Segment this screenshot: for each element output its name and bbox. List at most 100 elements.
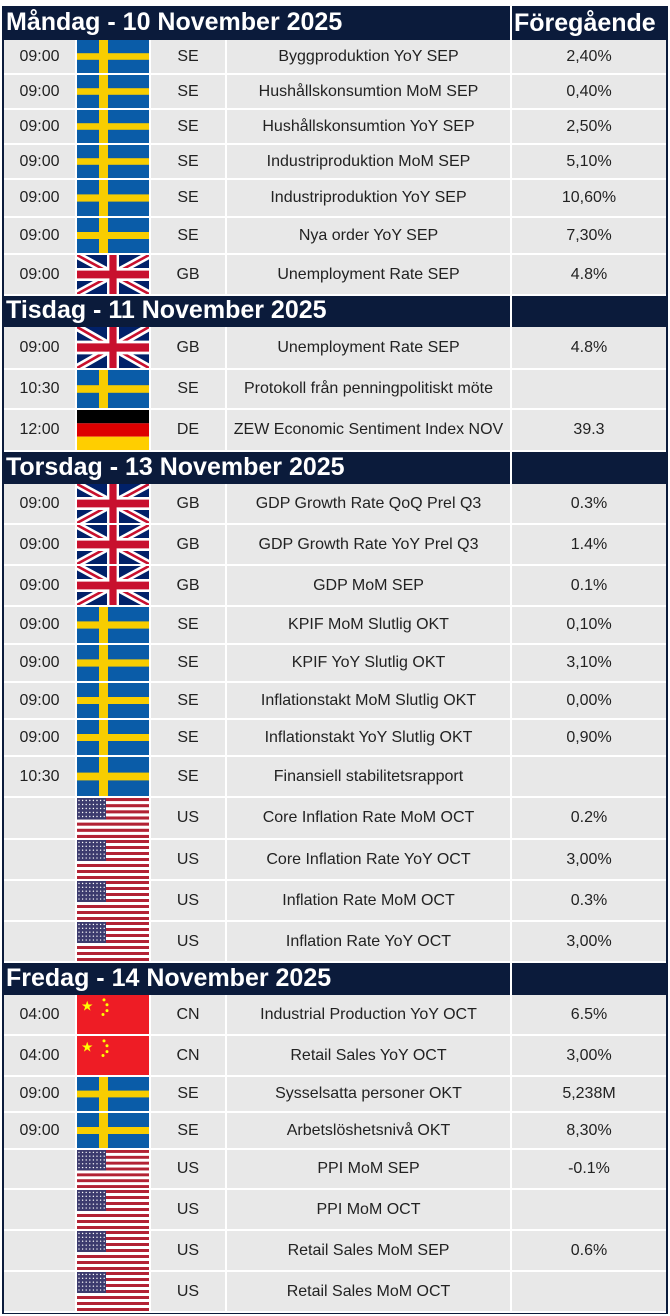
event-row[interactable]: 09:00 SE Arbetslöshetsnivå OKT 8,30% xyxy=(4,1113,666,1150)
se-flag-icon xyxy=(77,1113,149,1148)
previous-value: 4.8% xyxy=(512,255,666,294)
event-row[interactable]: US Retail Sales MoM SEP 0.6% xyxy=(4,1231,666,1272)
event-time: 09:00 xyxy=(4,1113,75,1148)
event-name: Finansiell stabilitetsrapport xyxy=(227,757,510,796)
event-row[interactable]: 10:30 SE Finansiell stabilitetsrapport xyxy=(4,757,666,798)
event-row[interactable]: 12:00 DE ZEW Economic Sentiment Index NO… xyxy=(4,410,666,452)
event-name: Unemployment Rate SEP xyxy=(227,327,510,368)
event-row[interactable]: 04:00 ★ CN Industrial Production YoY OCT… xyxy=(4,995,666,1036)
country-code: SE xyxy=(151,145,225,178)
event-row[interactable]: US Core Inflation Rate YoY OCT 3,00% xyxy=(4,840,666,881)
cn-flag-icon: ★ xyxy=(77,995,149,1034)
header-divider xyxy=(510,452,512,484)
event-row[interactable]: 10:30 SE Protokoll från penningpolitiskt… xyxy=(4,370,666,410)
event-row[interactable]: 09:00 GB GDP Growth Rate QoQ Prel Q3 0.3… xyxy=(4,484,666,525)
event-time xyxy=(4,1190,75,1229)
event-time: 09:00 xyxy=(4,484,75,523)
se-flag-icon xyxy=(77,607,149,643)
se-flag-icon xyxy=(77,145,149,178)
gb-flag-icon xyxy=(77,484,149,523)
event-row[interactable]: 09:00 GB Unemployment Rate SEP 4.8% xyxy=(4,255,666,296)
event-row[interactable]: US PPI MoM SEP -0.1% xyxy=(4,1150,666,1190)
event-row[interactable]: 09:00 SE Sysselsatta personer OKT 5,238M xyxy=(4,1077,666,1113)
event-name: Retail Sales YoY OCT xyxy=(227,1036,510,1075)
country-code: SE xyxy=(151,683,225,718)
event-row[interactable]: 09:00 SE Nya order YoY SEP 7,30% xyxy=(4,218,666,255)
event-time: 09:00 xyxy=(4,218,75,253)
event-time: 10:30 xyxy=(4,757,75,796)
event-row[interactable]: 04:00 ★ CN Retail Sales YoY OCT 3,00% xyxy=(4,1036,666,1077)
event-name: Inflationstakt MoM Slutlig OKT xyxy=(227,683,510,718)
event-row[interactable]: 09:00 SE KPIF YoY Slutlig OKT 3,10% xyxy=(4,645,666,683)
event-row[interactable]: 09:00 GB Unemployment Rate SEP 4.8% xyxy=(4,327,666,370)
se-flag-icon xyxy=(77,40,149,73)
event-row[interactable]: 09:00 GB GDP Growth Rate YoY Prel Q3 1.4… xyxy=(4,525,666,566)
previous-value: 0.1% xyxy=(512,566,666,605)
event-row[interactable]: 09:00 SE Inflationstakt YoY Slutlig OKT … xyxy=(4,720,666,757)
event-row[interactable]: 09:00 SE Industriproduktion YoY SEP 10,6… xyxy=(4,180,666,218)
event-name: Industrial Production YoY OCT xyxy=(227,995,510,1034)
previous-value: 3,00% xyxy=(512,1036,666,1075)
country-code: US xyxy=(151,922,225,961)
event-time: 09:00 xyxy=(4,40,75,73)
us-flag-icon xyxy=(77,1231,149,1270)
country-code: SE xyxy=(151,40,225,73)
event-time xyxy=(4,1150,75,1188)
event-row[interactable]: 09:00 GB GDP MoM SEP 0.1% xyxy=(4,566,666,607)
country-code: GB xyxy=(151,484,225,523)
header-divider xyxy=(510,963,512,995)
gb-flag-icon xyxy=(77,566,149,605)
event-row[interactable]: US Retail Sales MoM OCT xyxy=(4,1272,666,1313)
day-title: Tisdag - 11 November 2025 xyxy=(4,296,510,325)
event-row[interactable]: US Inflation Rate MoM OCT 0.3% xyxy=(4,881,666,922)
event-name: Nya order YoY SEP xyxy=(227,218,510,253)
us-flag-icon xyxy=(77,1272,149,1311)
event-name: Hushållskonsumtion YoY SEP xyxy=(227,110,510,143)
event-row[interactable]: US PPI MoM OCT xyxy=(4,1190,666,1231)
event-row[interactable]: 09:00 SE Byggproduktion YoY SEP 2,40% xyxy=(4,40,666,75)
event-time: 09:00 xyxy=(4,566,75,605)
previous-value xyxy=(512,757,666,796)
country-code: US xyxy=(151,1150,225,1188)
country-code: SE xyxy=(151,75,225,108)
country-code: SE xyxy=(151,1113,225,1148)
previous-value xyxy=(512,1272,666,1311)
event-time: 09:00 xyxy=(4,645,75,681)
previous-value: 5,10% xyxy=(512,145,666,178)
event-row[interactable]: 09:00 SE Industriproduktion MoM SEP 5,10… xyxy=(4,145,666,180)
country-code: GB xyxy=(151,255,225,294)
event-row[interactable]: 09:00 SE Hushållskonsumtion MoM SEP 0,40… xyxy=(4,75,666,110)
header-divider xyxy=(510,296,512,327)
event-time xyxy=(4,798,75,838)
event-name: KPIF MoM Slutlig OKT xyxy=(227,607,510,643)
se-flag-icon xyxy=(77,218,149,253)
country-code: US xyxy=(151,1272,225,1311)
previous-value: 7,30% xyxy=(512,218,666,253)
previous-value: 0.2% xyxy=(512,798,666,838)
event-name: Arbetslöshetsnivå OKT xyxy=(227,1113,510,1148)
country-code: US xyxy=(151,840,225,879)
country-code: SE xyxy=(151,757,225,796)
day-header: Tisdag - 11 November 2025 xyxy=(4,296,666,327)
previous-value: 8,30% xyxy=(512,1113,666,1148)
event-row[interactable]: 09:00 SE Inflationstakt MoM Slutlig OKT … xyxy=(4,683,666,720)
event-time: 09:00 xyxy=(4,75,75,108)
event-name: Sysselsatta personer OKT xyxy=(227,1077,510,1111)
event-name: Industriproduktion MoM SEP xyxy=(227,145,510,178)
event-row[interactable]: US Core Inflation Rate MoM OCT 0.2% xyxy=(4,798,666,840)
event-time: 09:00 xyxy=(4,607,75,643)
event-time: 09:00 xyxy=(4,255,75,294)
event-time xyxy=(4,1272,75,1311)
previous-value: 0,40% xyxy=(512,75,666,108)
us-flag-icon xyxy=(77,1150,149,1188)
event-row[interactable]: 09:00 SE KPIF MoM Slutlig OKT 0,10% xyxy=(4,607,666,645)
gb-flag-icon xyxy=(77,327,149,368)
country-code: SE xyxy=(151,1077,225,1111)
previous-value: 0.3% xyxy=(512,484,666,523)
previous-value: 0,90% xyxy=(512,720,666,755)
event-row[interactable]: 09:00 SE Hushållskonsumtion YoY SEP 2,50… xyxy=(4,110,666,145)
previous-value: 0.6% xyxy=(512,1231,666,1270)
day-header: Fredag - 14 November 2025 xyxy=(4,963,666,995)
event-row[interactable]: US Inflation Rate YoY OCT 3,00% xyxy=(4,922,666,963)
event-name: PPI MoM OCT xyxy=(227,1190,510,1229)
